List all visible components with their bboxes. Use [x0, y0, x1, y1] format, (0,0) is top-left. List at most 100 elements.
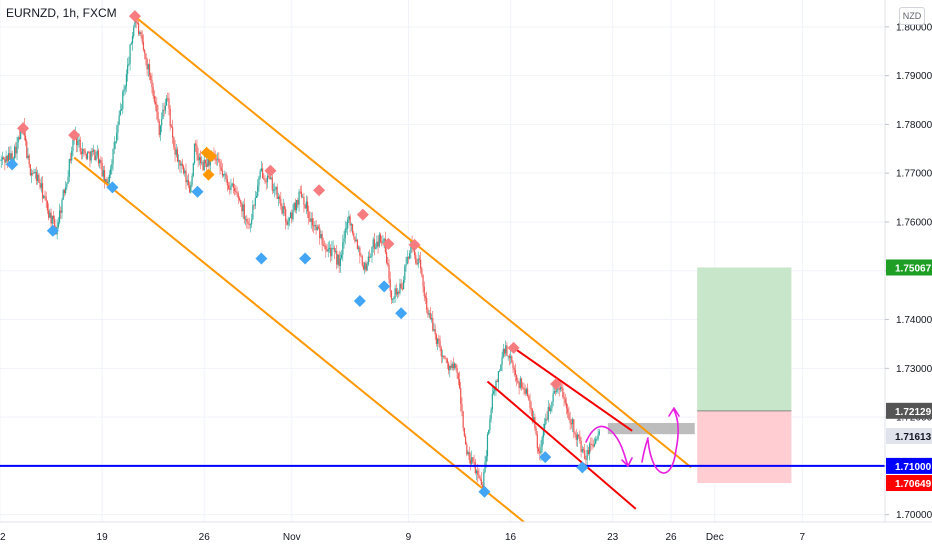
candle-body — [218, 158, 220, 162]
price-label-text: 1.70649 — [895, 479, 932, 490]
candle-body — [271, 177, 273, 191]
candle-body — [159, 125, 162, 136]
candle-body — [466, 444, 468, 455]
candle-body — [362, 265, 365, 270]
candle-body — [281, 206, 283, 214]
candle-body — [237, 193, 239, 199]
candle-body — [116, 132, 118, 142]
candle-body — [124, 86, 126, 90]
candle-body — [387, 262, 389, 265]
candle-body — [586, 449, 588, 460]
candle-body — [591, 443, 593, 446]
candle-body — [540, 446, 542, 454]
candle-body — [308, 211, 310, 219]
time-tick-label: 19 — [97, 532, 109, 543]
candle-body — [155, 101, 157, 105]
candle-body — [165, 98, 168, 106]
candle-body — [219, 161, 221, 168]
candle-body — [547, 407, 549, 420]
candle-body — [320, 234, 322, 238]
pivot-high-marker — [550, 377, 563, 390]
candle-body — [302, 196, 304, 198]
candle-body — [265, 181, 267, 183]
candle-body — [86, 151, 89, 159]
pivot-low-marker — [299, 252, 312, 265]
price-label-text: 1.71000 — [895, 462, 932, 473]
candle-body — [383, 238, 385, 241]
candle-body — [539, 451, 541, 454]
candle-body — [292, 210, 294, 220]
candle-body — [462, 411, 464, 428]
candle-body — [569, 419, 571, 424]
candle-body — [306, 201, 309, 212]
candle-body — [381, 242, 383, 243]
candle-body — [512, 362, 514, 369]
candle-body — [133, 27, 135, 37]
candle-body — [497, 371, 500, 382]
candle-body — [298, 191, 300, 205]
candle-body — [134, 17, 136, 28]
candle-body — [252, 205, 254, 220]
candle-body — [531, 409, 534, 422]
pivot-high-marker — [68, 129, 81, 142]
candle-body — [236, 192, 238, 194]
candle-body — [67, 176, 69, 184]
candle-body — [176, 149, 179, 162]
price-label-box — [886, 427, 932, 444]
candle-body — [423, 286, 425, 297]
candle-body — [389, 279, 391, 291]
candle-body — [111, 164, 113, 169]
candle-body — [457, 373, 459, 380]
candle-body — [427, 309, 429, 315]
candle-body — [286, 221, 288, 225]
candle-body — [223, 174, 225, 176]
candle-body — [167, 98, 169, 100]
candle-body — [157, 111, 159, 122]
candle-body — [299, 191, 301, 193]
pivot-markers — [6, 10, 589, 498]
candle-body — [247, 221, 249, 224]
candle-body — [39, 182, 41, 188]
candle-body — [280, 198, 282, 207]
candle-body — [238, 198, 241, 201]
candle-body — [69, 159, 72, 161]
candle-body — [345, 228, 348, 230]
candle-body — [471, 457, 473, 464]
candle-body — [598, 431, 600, 435]
candle-body — [562, 388, 564, 397]
candle-body — [545, 418, 547, 425]
candle-body — [376, 241, 378, 248]
candle-body — [57, 222, 59, 228]
candle-body — [334, 250, 337, 252]
candle-body — [500, 364, 502, 371]
candle-body — [66, 183, 68, 188]
candle-body — [377, 241, 379, 247]
candle-body — [16, 142, 18, 154]
candle-body — [435, 334, 438, 344]
price-label-box — [886, 402, 932, 419]
candle-body — [240, 200, 242, 204]
candle-body — [140, 32, 142, 36]
time-tick-label: 7 — [800, 532, 806, 543]
candle-body — [551, 401, 553, 409]
candle-body — [426, 297, 428, 310]
candle-body — [130, 43, 132, 45]
candle-body — [580, 441, 582, 452]
candle-body — [224, 173, 226, 175]
candle-body — [235, 191, 237, 193]
candle-body — [447, 363, 450, 371]
candle-body — [113, 142, 115, 149]
candle-body — [197, 154, 199, 161]
candle-body — [175, 149, 177, 155]
price-tick-label: 1.70000 — [896, 510, 932, 521]
currency-button[interactable]: NZD — [899, 7, 925, 25]
candle-body — [467, 452, 469, 455]
candle-body — [372, 239, 374, 247]
candle-body — [326, 249, 328, 252]
candle-body — [215, 159, 217, 161]
candle-body — [588, 443, 591, 455]
time-tick-label: 23 — [607, 532, 619, 543]
candle-body — [486, 434, 489, 457]
candle-body — [456, 367, 458, 374]
